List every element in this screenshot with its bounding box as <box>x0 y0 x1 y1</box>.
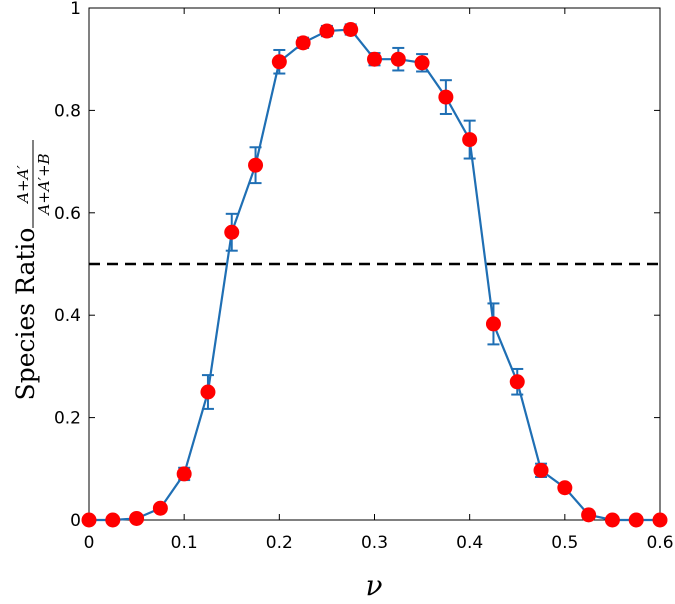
data-point <box>319 23 335 39</box>
data-point <box>414 55 430 71</box>
x-tick-label: 0.4 <box>456 533 483 553</box>
data-point <box>224 224 240 240</box>
data-point <box>81 512 97 528</box>
data-point <box>367 51 382 67</box>
data-point <box>462 132 478 148</box>
x-axis-title: ν <box>365 569 382 602</box>
data-point <box>390 51 406 67</box>
y-tick-label: 0.6 <box>54 204 81 224</box>
x-tick-label: 0.1 <box>171 533 198 553</box>
x-tick-label: 0.2 <box>266 533 293 553</box>
y-tick-label: 0.8 <box>54 101 81 121</box>
data-point <box>271 54 287 70</box>
series-line <box>89 28 660 522</box>
y-tick-label: 1 <box>70 0 81 19</box>
data-point <box>581 507 597 523</box>
data-point <box>295 35 311 51</box>
data-point <box>533 462 549 478</box>
y-axis-title: Species Ratio A+A′ A+A′+B <box>11 140 53 400</box>
data-point <box>509 374 525 390</box>
axis-ticks: 0 0.1 0.2 0.3 0.4 0.5 0.6 0 0.2 0.4 0.6 0.8 1 <box>54 0 674 553</box>
data-point <box>604 512 620 528</box>
x-tick-label: 0.3 <box>361 533 388 553</box>
data-point <box>152 500 168 516</box>
y-axis-title-denominator: A+A′+B <box>35 153 53 216</box>
x-tick-label: 0.6 <box>646 533 673 553</box>
data-point <box>105 512 121 528</box>
y-tick-label: 0 <box>70 511 81 531</box>
data-point <box>176 466 192 482</box>
data-point <box>628 512 644 528</box>
plot-frame <box>88 7 661 521</box>
data-point <box>438 89 454 105</box>
y-tick-label: 0.4 <box>54 306 81 326</box>
data-point <box>485 316 501 332</box>
data-point <box>129 510 145 526</box>
x-tick-label: 0 <box>84 533 95 553</box>
data-point <box>652 512 668 528</box>
y-tick-label: 0.2 <box>54 409 81 429</box>
data-point <box>200 384 216 400</box>
data-point <box>557 480 573 496</box>
data-point <box>343 22 359 38</box>
data-point <box>248 157 264 173</box>
y-axis-title-text: Species Ratio <box>11 228 40 401</box>
y-axis-title-numerator: A+A′ <box>14 165 32 205</box>
series-group <box>81 22 668 528</box>
x-tick-label: 0.5 <box>551 533 578 553</box>
